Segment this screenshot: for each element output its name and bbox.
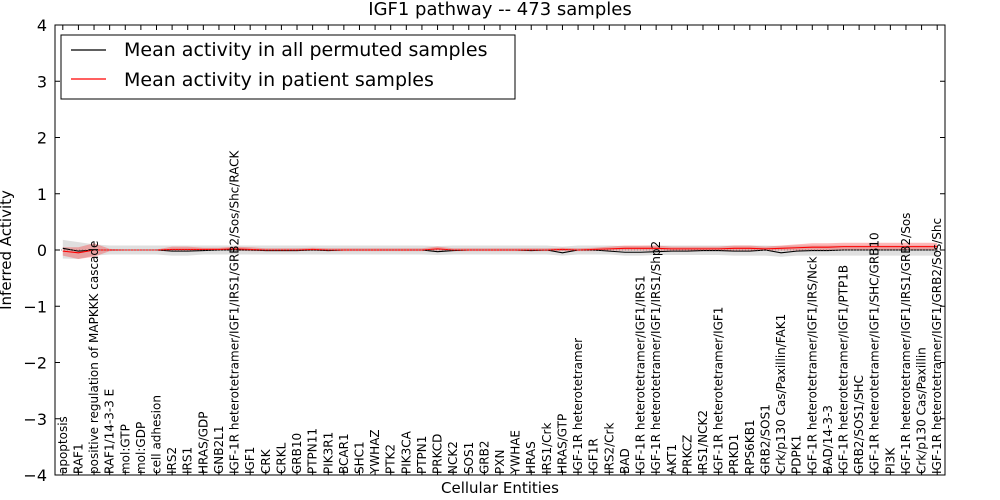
legend-box bbox=[60, 34, 516, 100]
y-tick-label: 2 bbox=[37, 129, 47, 148]
x-tick-label: GNB2L1 bbox=[212, 426, 226, 474]
x-axis-title: Cellular Entities bbox=[441, 479, 559, 497]
x-tick-label: PRKCD bbox=[431, 434, 445, 474]
x-tick-label: PRKCZ bbox=[680, 435, 694, 474]
legend: Mean activity in all permuted samples Me… bbox=[60, 34, 516, 100]
x-tick-label: PI3K bbox=[883, 447, 897, 474]
x-tick-label: GRB2/SOS1/SHC bbox=[852, 375, 866, 474]
x-tick-label: HRAS/GDP bbox=[196, 411, 210, 474]
spread-bands bbox=[62, 239, 938, 259]
x-tick-label: RAF1 bbox=[71, 443, 85, 474]
y-tick-label: 0 bbox=[37, 241, 47, 260]
x-tick-label: SHC1 bbox=[352, 441, 366, 474]
y-axis: −4 −3 −2 −1 0 1 2 3 4 bbox=[23, 16, 945, 485]
x-tick-label: IRS1/Crk bbox=[540, 423, 554, 474]
y-axis-title: Inferred Activity bbox=[0, 190, 15, 310]
x-tick-label: RAF1/14-3-3 E bbox=[103, 389, 117, 474]
x-tick-label: IGF1 bbox=[243, 447, 257, 474]
x-tick-label: YWHAE bbox=[509, 430, 523, 475]
x-tick-label: PTK2 bbox=[384, 444, 398, 474]
x-tick-label: GRB2 bbox=[477, 440, 491, 474]
x-tick-label: IGF-1R heterotetramer/IGF1/PTP1B bbox=[837, 265, 851, 474]
x-tick-label: NCK2 bbox=[446, 441, 460, 474]
x-tick-label: HRAS bbox=[524, 441, 538, 474]
x-tick-label: IGF-1R heterotetramer/IGF1/GRB2/Sos/Shc bbox=[930, 218, 944, 474]
legend-label-permuted: Mean activity in all permuted samples bbox=[124, 39, 487, 61]
series-lines bbox=[55, 246, 945, 254]
x-tick-label: IGF-1R heterotetramer/IGF1/IRS1/Shp2 bbox=[649, 241, 663, 474]
x-tick-label: positive regulation of MAPKKK cascade bbox=[87, 241, 101, 474]
band-patient bbox=[62, 242, 938, 259]
band-permuted bbox=[62, 239, 938, 259]
x-tick-label: IRS1/NCK2 bbox=[696, 410, 710, 474]
x-tick-label: IGF-1R heterotetramer/IGF1/IRS1 bbox=[634, 275, 648, 474]
x-tick-label: IGF-1R heterotetramer/IGF1/IRS/Nck bbox=[805, 256, 819, 474]
x-tick-label: mol:GDP bbox=[134, 422, 148, 474]
x-tick-label: cell adhesion bbox=[149, 395, 163, 474]
x-tick-label: IGF-1R heterotetramer/IGF1/IRS1/GRB2/Sos bbox=[899, 213, 913, 474]
x-tick-label: IRS1 bbox=[181, 447, 195, 474]
x-tick-label: IGF-1R heterotetramer/IGF1 bbox=[712, 307, 726, 474]
x-tick-label: GRB2/SOS1 bbox=[758, 404, 772, 474]
y-tick-label: −4 bbox=[23, 466, 47, 485]
x-tick-label: CRKL bbox=[274, 442, 288, 474]
x-tick-label: PIK3CA bbox=[399, 430, 413, 474]
x-tick-label: BAD bbox=[618, 448, 632, 474]
x-tick-label: PRKD1 bbox=[727, 434, 741, 474]
chart-title: IGF1 pathway -- 473 samples bbox=[368, 0, 631, 20]
legend-label-patient: Mean activity in patient samples bbox=[124, 69, 434, 91]
x-tick-label: IGF-1R heterotetramer/IGF1/IRS1/GRB2/Sos… bbox=[228, 149, 242, 474]
x-tick-label: PDPK1 bbox=[790, 435, 804, 474]
x-tick-label: RPS6KB1 bbox=[743, 419, 757, 474]
x-tick-label: SOS1 bbox=[462, 442, 476, 474]
x-tick-label: apoptosis bbox=[56, 416, 70, 474]
y-tick-label: 1 bbox=[37, 185, 47, 204]
x-tick-label: IRS2/Crk bbox=[602, 423, 616, 474]
x-tick-label: HRAS/GTP bbox=[555, 414, 569, 474]
x-tick-label: BAD/14-3-3 bbox=[821, 405, 835, 474]
x-tick-label: PTPN11 bbox=[306, 428, 320, 474]
x-tick-label: YWHAZ bbox=[368, 429, 382, 475]
x-tick-label: IGF1R bbox=[587, 438, 601, 474]
y-tick-label: 4 bbox=[37, 16, 47, 35]
x-tick-label: GRB10 bbox=[290, 433, 304, 474]
y-tick-label: −2 bbox=[23, 354, 47, 373]
x-tick-label: PXN bbox=[493, 450, 507, 474]
x-tick-label: PIK3R1 bbox=[321, 432, 335, 474]
x-tick-label: mol:GTP bbox=[118, 424, 132, 474]
x-tick-label: Crk/p130 Cas/Paxillin bbox=[915, 347, 929, 474]
y-tick-label: −3 bbox=[23, 410, 47, 429]
x-tick-label: AKT1 bbox=[665, 444, 679, 474]
x-axis: apoptosis RAF1 positive regulation of MAPK… bbox=[56, 25, 944, 475]
y-tick-label: 3 bbox=[37, 72, 47, 91]
x-tick-label: PTPN1 bbox=[415, 436, 429, 474]
x-tick-label: IGF-1R heterotetramer/IGF1/SHC/GRB10 bbox=[868, 232, 882, 474]
y-tick-label: −1 bbox=[23, 297, 47, 316]
x-tick-label: Crk/p130 Cas/Paxillin/FAK1 bbox=[774, 314, 788, 474]
x-tick-label: CRK bbox=[259, 448, 273, 474]
x-tick-label: BCAR1 bbox=[337, 433, 351, 474]
x-tick-label: IGF-1R heterotetramer bbox=[571, 338, 585, 474]
x-tick-label: IRS2 bbox=[165, 447, 179, 474]
